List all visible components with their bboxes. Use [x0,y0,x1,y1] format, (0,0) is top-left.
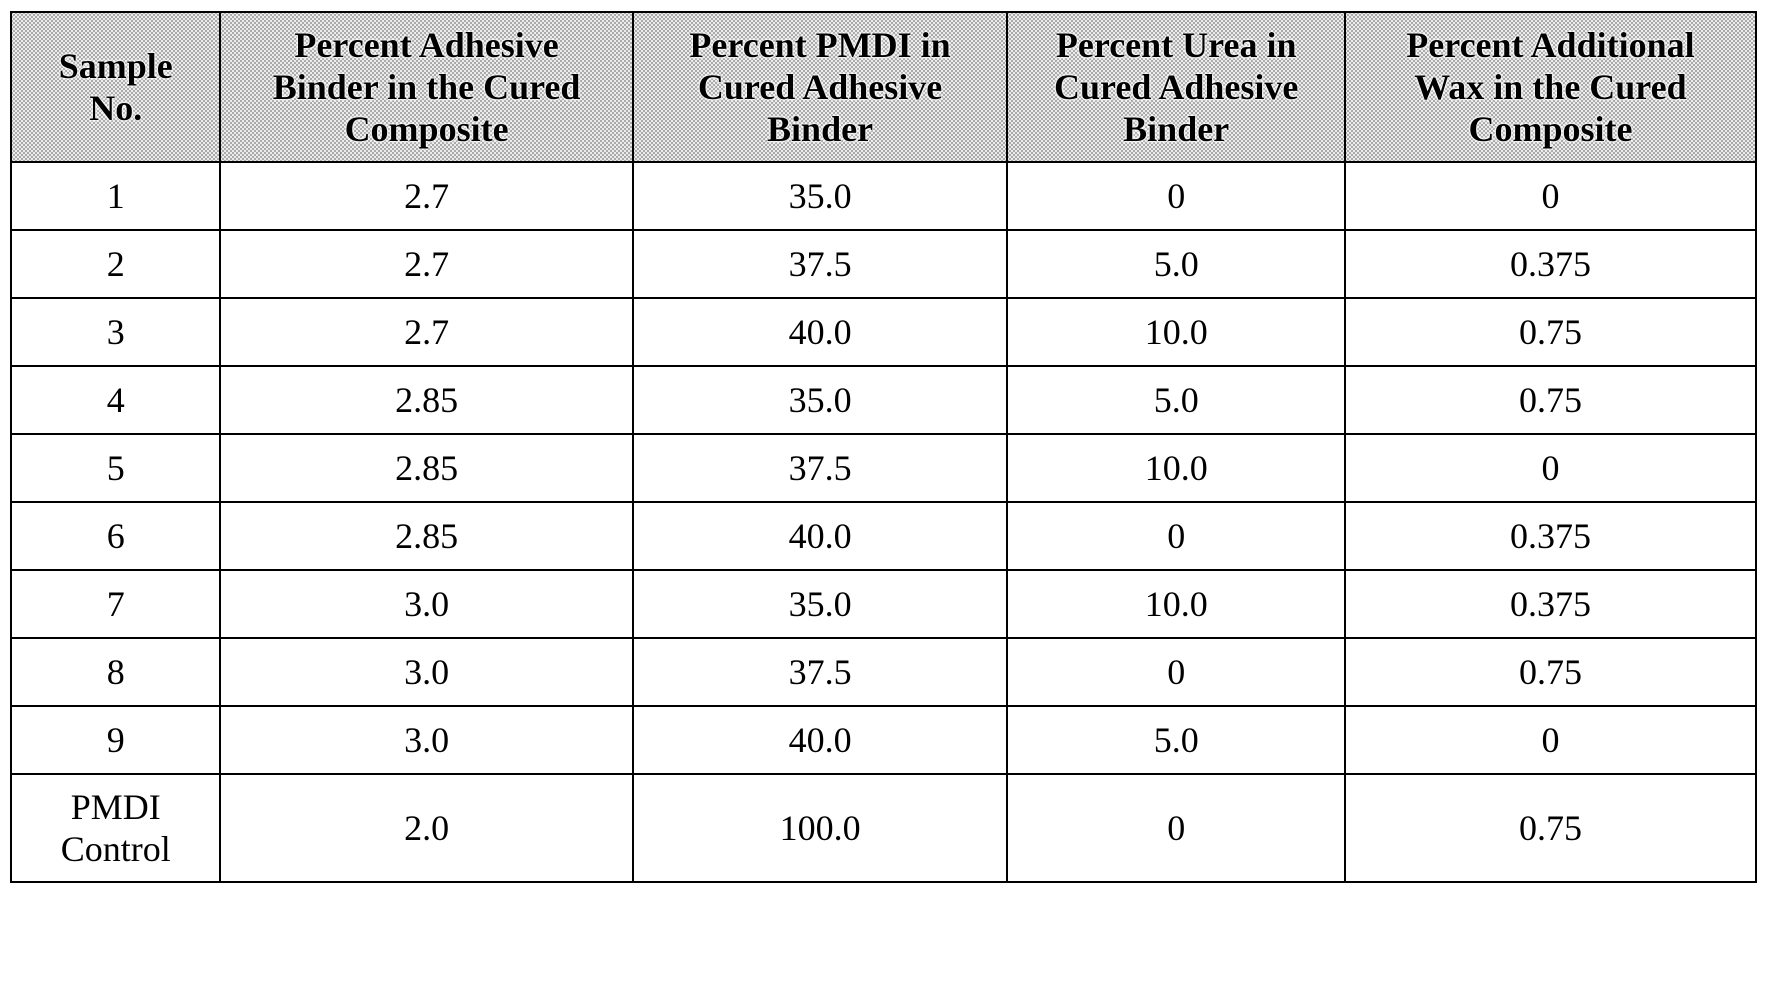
header-line: Cured Adhesive [697,67,943,107]
cell-adhesive-binder: 2.85 [219,433,634,503]
header-line: Cured Adhesive [1054,67,1299,107]
header-line: Wax in the Cured [1414,67,1687,107]
table-row: 7 3.0 35.0 10.0 0.375 [9,569,1758,639]
cell-urea: 0 [1006,773,1346,883]
header-sample-no: Sample No. [9,11,222,163]
header-percent-adhesive-binder: Percent Adhesive Binder in the Cured Com… [219,11,634,163]
cell-additional-wax: 0.75 [1343,773,1758,883]
cell-sample-no: 5 [9,433,222,503]
cell-sample-no: 2 [9,229,222,299]
cell-urea: 0 [1006,161,1346,231]
cell-additional-wax: 0.75 [1343,637,1758,707]
cell-pmdi: 37.5 [631,637,1009,707]
cell-additional-wax: 0 [1343,161,1758,231]
cell-urea: 0 [1006,501,1346,571]
cell-additional-wax: 0 [1343,433,1758,503]
cell-adhesive-binder: 3.0 [219,637,634,707]
header-row: Sample No. Percent Adhesive Binder in th… [9,11,1758,163]
header-percent-urea: Percent Urea in Cured Adhesive Binder [1006,11,1346,163]
cell-sample-no: 7 [9,569,222,639]
cell-sample-no: 8 [9,637,222,707]
header-line: Composite [1468,109,1633,149]
cell-pmdi: 40.0 [631,297,1009,367]
table-row: 4 2.85 35.0 5.0 0.75 [9,365,1758,435]
header-line: Percent Adhesive [294,25,559,65]
cell-sample-no: 1 [9,161,222,231]
cell-adhesive-binder: 2.85 [219,501,634,571]
cell-pmdi: 40.0 [631,705,1009,775]
cell-urea: 10.0 [1006,297,1346,367]
cell-sample-no: 4 [9,365,222,435]
table-row: 2 2.7 37.5 5.0 0.375 [9,229,1758,299]
header-line: Composite [344,109,509,149]
header-percent-pmdi: Percent PMDI in Cured Adhesive Binder [631,11,1009,163]
cell-additional-wax: 0.375 [1343,569,1758,639]
table-row: 1 2.7 35.0 0 0 [9,161,1758,231]
cell-additional-wax: 0.75 [1343,365,1758,435]
sample-composition-table: Sample No. Percent Adhesive Binder in th… [9,11,1758,883]
header-line: Binder [1123,109,1230,149]
cell-urea: 5.0 [1006,705,1346,775]
cell-additional-wax: 0.375 [1343,229,1758,299]
cell-urea: 10.0 [1006,433,1346,503]
cell-urea: 5.0 [1006,229,1346,299]
cell-urea: 5.0 [1006,365,1346,435]
cell-sample-no: PMDI Control [9,773,222,883]
cell-pmdi: 100.0 [631,773,1009,883]
header-line: Percent Additional [1406,25,1695,65]
header-line: Binder in the Cured [272,67,581,107]
cell-adhesive-binder: 2.85 [219,365,634,435]
table-row: 9 3.0 40.0 5.0 0 [9,705,1758,775]
cell-pmdi: 37.5 [631,229,1009,299]
cell-pmdi: 37.5 [631,433,1009,503]
cell-sample-no: 9 [9,705,222,775]
header-line: Sample [58,46,173,86]
cell-adhesive-binder: 2.7 [219,297,634,367]
cell-pmdi: 40.0 [631,501,1009,571]
header-percent-additional-wax: Percent Additional Wax in the Cured Comp… [1343,11,1758,163]
cell-adhesive-binder: 3.0 [219,569,634,639]
cell-urea: 10.0 [1006,569,1346,639]
control-label-line: Control [60,829,171,869]
header-line: Percent PMDI in [689,25,951,65]
table-row: 3 2.7 40.0 10.0 0.75 [9,297,1758,367]
cell-sample-no: 3 [9,297,222,367]
header-line: Percent Urea in [1055,25,1297,65]
header-line: Binder [767,109,874,149]
cell-additional-wax: 0.375 [1343,501,1758,571]
cell-sample-no: 6 [9,501,222,571]
cell-urea: 0 [1006,637,1346,707]
table-row: 8 3.0 37.5 0 0.75 [9,637,1758,707]
control-label-line: PMDI [70,787,161,827]
cell-adhesive-binder: 2.7 [219,229,634,299]
header-line: No. [89,88,143,128]
cell-pmdi: 35.0 [631,365,1009,435]
cell-additional-wax: 0 [1343,705,1758,775]
table-row: 5 2.85 37.5 10.0 0 [9,433,1758,503]
cell-pmdi: 35.0 [631,161,1009,231]
cell-adhesive-binder: 2.7 [219,161,634,231]
cell-adhesive-binder: 3.0 [219,705,634,775]
table-row-control: PMDI Control 2.0 100.0 0 0.75 [9,773,1758,883]
table-row: 6 2.85 40.0 0 0.375 [9,501,1758,571]
cell-adhesive-binder: 2.0 [219,773,634,883]
cell-additional-wax: 0.75 [1343,297,1758,367]
cell-pmdi: 35.0 [631,569,1009,639]
